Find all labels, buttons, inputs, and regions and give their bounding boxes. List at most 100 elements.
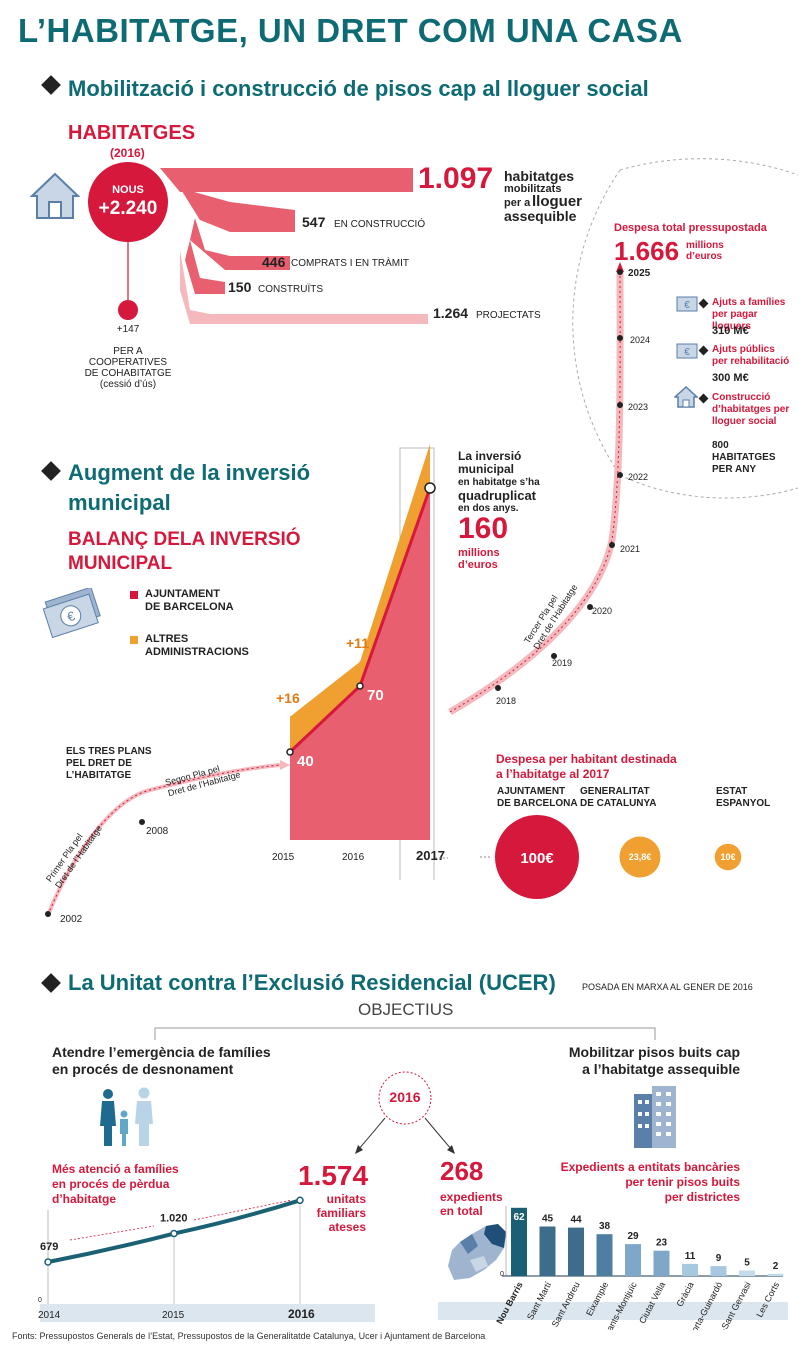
investment-big-unit: millions d’euros xyxy=(458,547,500,571)
expedients-title: Expedients a entitats bancàries per tenir… xyxy=(560,1160,740,1204)
nous-circle xyxy=(88,162,168,242)
per-habitant-category: GENERALITAT xyxy=(580,786,650,797)
objective-left: Atendre l’emergència de famílies en procé… xyxy=(52,1044,271,1077)
ajuntament-value-label: 40 xyxy=(297,753,314,770)
section3-heading: La Unitat contra l’Exclusió Residencial … xyxy=(68,970,556,995)
house-icon xyxy=(674,386,698,408)
year-2018: 2018 xyxy=(496,696,517,706)
row-mobilitzats-label3: per a xyxy=(504,197,531,209)
housing-flow-diagram xyxy=(30,162,428,324)
families-big-value: 1.574 xyxy=(298,1160,369,1191)
year-2023: 2023 xyxy=(628,402,649,412)
families-point xyxy=(296,1196,304,1205)
nous-value: +2.240 xyxy=(98,198,158,219)
row-construits-value: 150 xyxy=(228,279,252,295)
district-value-label: 44 xyxy=(570,1215,582,1226)
per-habitant-category: ESPANYOL xyxy=(716,798,770,809)
ajuntament-point xyxy=(424,482,436,494)
plan-item1-value: 310 M€ xyxy=(712,325,749,337)
svg-text:€: € xyxy=(684,300,690,311)
families-line-chart: 679 2014 1.020 2015 2016 0 xyxy=(38,1196,375,1322)
year-2002: 2002 xyxy=(60,914,83,925)
plans-timeline xyxy=(45,158,798,917)
building-icon xyxy=(634,1086,676,1148)
plan-budget-title: Despesa total pressupostada xyxy=(614,222,767,234)
objectius-label: OBJECTIUS xyxy=(358,1000,454,1019)
district-bar xyxy=(682,1263,698,1276)
ucer-subtitle: POSADA EN MARXA AL GENER DE 2016 xyxy=(582,982,753,992)
flow-construccio xyxy=(180,188,295,232)
y-zero-label: 0 xyxy=(500,1271,504,1278)
investment-big-value: 160 xyxy=(458,512,509,545)
families-value-label: 679 xyxy=(40,1241,58,1253)
plan-item2-label: Ajuts públics per rehabilitació xyxy=(712,344,790,367)
area-ajuntament xyxy=(290,488,430,840)
per-habitant-circle xyxy=(619,836,661,878)
row-construccio-label: EN CONSTRUCCIÓ xyxy=(334,219,426,230)
three-plans-label: ELS TRES PLANS PEL DRET DE L’HABITATGE xyxy=(66,746,152,781)
banknote-icon: € xyxy=(676,296,698,312)
section2-heading: Augment de la inversió municipal xyxy=(68,460,311,515)
per-habitant-value: 23,8€ xyxy=(629,852,652,862)
coop-value: +147 xyxy=(116,324,140,335)
banknotes-icon: € xyxy=(42,588,101,638)
district-bar xyxy=(539,1226,556,1276)
expedients-total: 268 xyxy=(440,1156,484,1186)
district-bar xyxy=(739,1270,755,1276)
year-2020: 2020 xyxy=(592,606,613,616)
barcelona-map-icon xyxy=(448,1224,506,1280)
per-habitant-circle xyxy=(714,843,742,871)
district-bar xyxy=(625,1244,641,1276)
families-title: Més atenció a famílies en procés de pèrdu… xyxy=(52,1162,179,1206)
per-habitant-category: AJUNTAMENT xyxy=(497,786,565,797)
flow-projectats xyxy=(180,250,428,324)
families-point xyxy=(44,1258,52,1266)
year-tick-label: 2017 xyxy=(416,848,445,863)
expedients-total-label: expedients en total xyxy=(440,1190,503,1218)
investment-note: La inversió municipal en habitatge s’ha … xyxy=(458,449,540,515)
plan-budget-unit: millions d’euros xyxy=(686,240,724,262)
year-2019: 2019 xyxy=(552,658,573,668)
district-bar xyxy=(568,1227,584,1276)
row-comprats-label: COMPRATS I EN TRÀMIT xyxy=(291,258,409,269)
year-tick-label: 2016 xyxy=(342,852,365,863)
family-icon xyxy=(100,1087,153,1146)
legend-altres: ALTRES ADMINISTRACIONS xyxy=(145,633,249,658)
flow-construits xyxy=(185,240,225,294)
habitatges-year: (2016) xyxy=(110,146,145,160)
district-value-label: 45 xyxy=(542,1214,554,1225)
ajuntament-point xyxy=(286,748,294,756)
flow-comprats xyxy=(190,218,290,270)
district-value-label: 23 xyxy=(656,1238,668,1249)
row-mobilitzats-label: habitatges xyxy=(504,168,575,184)
ajuntament-value-label: 70 xyxy=(367,687,384,704)
balance-title: BALANÇ DELA INVERSIÓ MUNICIPAL xyxy=(68,529,301,574)
district-bar xyxy=(511,1207,527,1276)
per-habitant-title: Despesa per habitant destinada a l’habita… xyxy=(496,752,677,781)
legend-swatch-altres xyxy=(130,636,138,644)
area-altres-administracions xyxy=(290,444,430,752)
row-mobilitzats-label5: assequible xyxy=(504,208,577,224)
row-construccio-value: 547 xyxy=(302,214,326,230)
legend-swatch-ajuntament xyxy=(130,591,138,599)
coop-dot xyxy=(118,300,138,320)
diamond-bullet-icon xyxy=(41,973,61,993)
families-year-label: 2014 xyxy=(38,1310,61,1321)
objective-right: Mobilitzar pisos buits cap a l’habitatge … xyxy=(568,1044,740,1077)
section1-heading: Mobilització i construcció de pisos cap … xyxy=(68,76,649,101)
district-bar xyxy=(596,1234,613,1276)
row-projectats-label: PROJECTATS xyxy=(476,310,541,321)
district-value-label: 2 xyxy=(773,1261,779,1272)
families-point xyxy=(170,1229,178,1238)
plan-item1-label: Ajuts a famílies per pagar lloguers xyxy=(712,297,786,332)
legend-ajuntament: AJUNTAMENT DE BARCELONA xyxy=(145,588,234,613)
year-2008: 2008 xyxy=(146,826,169,837)
row-mobilitzats-label4: lloguer xyxy=(532,193,583,210)
row-mobilitzats-label2: mobilitzats xyxy=(504,183,562,195)
flow-mobilitzats xyxy=(160,168,413,192)
district-bar xyxy=(710,1266,727,1276)
row-mobilitzats-value: 1.097 xyxy=(418,162,494,195)
district-value-label: 62 xyxy=(513,1212,525,1223)
row-comprats-value: 446 xyxy=(262,254,286,270)
